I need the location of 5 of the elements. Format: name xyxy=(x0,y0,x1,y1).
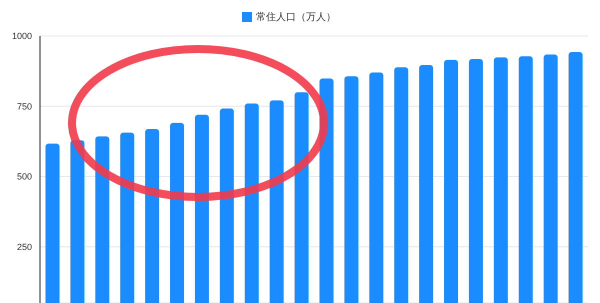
y-tick-label: 1000 xyxy=(12,31,32,42)
y-tick-label: 750 xyxy=(16,101,32,112)
y-tick-label: 250 xyxy=(16,242,32,252)
legend-label: 常住人口（万人） xyxy=(256,12,336,23)
y-tick-label: 500 xyxy=(16,172,32,182)
